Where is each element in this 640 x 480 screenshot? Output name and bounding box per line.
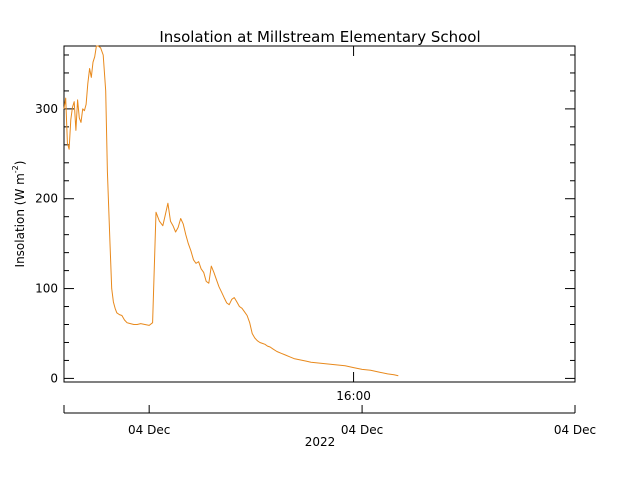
upper-x-axis: 16:00 [336, 46, 371, 403]
y-tick-label: 300 [35, 102, 58, 116]
y-tick-label: 100 [35, 282, 58, 296]
y-axis-title: Insolation (W m-2) [11, 161, 27, 268]
series-group [63, 45, 399, 377]
y-tick-label: 200 [35, 192, 58, 206]
plot-frame [63, 45, 576, 383]
y-axis: 0 100 200 300 [35, 54, 575, 385]
x-tick-label: 16:00 [336, 389, 371, 403]
y-tick-label: 0 [50, 371, 58, 385]
date-tick-label: 04 Dec [554, 423, 596, 437]
date-tick-label: 04 Dec [341, 423, 383, 437]
insolation-series-line [63, 45, 399, 377]
chart-title: Insolation at Millstream Elementary Scho… [159, 28, 480, 46]
year-label: 2022 [305, 435, 336, 449]
date-tick-label: 04 Dec [128, 423, 170, 437]
lower-x-axis: 04 Dec 04 Dec 04 Dec [63, 405, 596, 437]
